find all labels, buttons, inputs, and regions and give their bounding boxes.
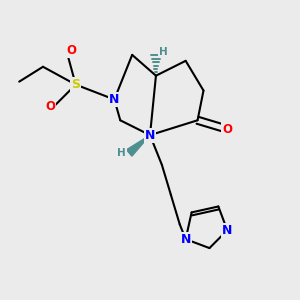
Text: O: O: [45, 100, 56, 113]
Text: H: H: [117, 148, 126, 158]
Text: H: H: [159, 47, 168, 57]
Text: S: S: [71, 78, 80, 91]
Polygon shape: [127, 135, 150, 156]
Text: O: O: [66, 44, 76, 57]
Text: N: N: [145, 129, 155, 142]
Text: N: N: [109, 93, 119, 106]
Text: N: N: [181, 233, 191, 246]
Text: N: N: [222, 224, 232, 237]
Text: O: O: [222, 123, 232, 136]
